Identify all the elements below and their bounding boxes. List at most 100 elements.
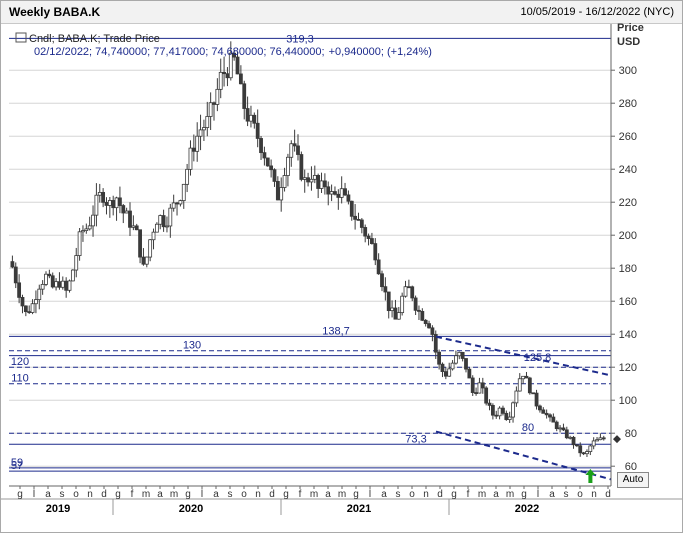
y-tick-label: 60 — [625, 461, 637, 473]
candle-body — [255, 122, 260, 139]
price-level-label: 80 — [522, 422, 534, 434]
candle-body — [561, 427, 566, 431]
year-label: 2019 — [46, 503, 70, 515]
candle-body — [188, 147, 193, 170]
candle-body — [124, 210, 129, 214]
candle-body — [339, 188, 344, 198]
candle-body — [161, 215, 166, 228]
candle-body — [420, 310, 425, 321]
legend-series: Cndl; BABA.K; Trade Price — [29, 33, 160, 45]
candle-body — [77, 231, 82, 256]
candle-body — [185, 168, 190, 185]
candle-body — [437, 351, 442, 365]
candle-body — [195, 135, 200, 152]
candle-body — [363, 227, 368, 237]
candle-body — [208, 102, 213, 117]
candle-body — [238, 73, 243, 85]
month-label: m — [310, 489, 318, 500]
y-tick-label: 160 — [619, 296, 637, 308]
candle-body — [141, 256, 146, 265]
candle-body — [457, 351, 462, 357]
month-label: g — [521, 489, 527, 500]
candle-body — [541, 409, 546, 414]
candle-body — [151, 231, 156, 241]
candle-body — [104, 201, 109, 206]
candle-body — [289, 143, 294, 158]
month-label: d — [437, 489, 443, 500]
candle-body — [443, 371, 448, 377]
month-label: o — [409, 489, 415, 500]
month-label: a — [213, 489, 219, 500]
price-level-label: 120 — [11, 356, 29, 368]
month-label: o — [73, 489, 79, 500]
candle-body — [484, 387, 489, 404]
candle-body — [228, 52, 233, 79]
candle-body — [225, 73, 230, 79]
candle-body — [470, 377, 475, 393]
candle-body — [87, 225, 92, 230]
month-label: m — [506, 489, 514, 500]
y-tick-label: 300 — [619, 65, 637, 77]
candles — [10, 41, 606, 457]
candle-body — [118, 197, 122, 206]
y-tick-label: 140 — [619, 329, 637, 341]
candle-body — [571, 436, 576, 446]
month-label: d — [101, 489, 107, 500]
candle-body — [595, 439, 599, 442]
candle-body — [467, 368, 472, 379]
candle-body — [131, 225, 136, 228]
y-tick-label: 220 — [619, 197, 637, 209]
candle-body — [232, 52, 237, 58]
month-label: s — [228, 489, 233, 500]
candle-body — [558, 427, 562, 430]
candle-body — [501, 407, 505, 414]
candle-body — [544, 412, 549, 416]
candle-body — [175, 202, 179, 205]
candle-body — [574, 444, 579, 447]
candle-body — [54, 281, 58, 288]
candle-body — [198, 129, 203, 137]
candle-body — [17, 282, 22, 298]
candle-body — [433, 334, 438, 353]
candle-body — [326, 186, 331, 195]
candle-body — [212, 102, 216, 105]
candle-body — [202, 127, 206, 131]
candle-body — [23, 305, 28, 313]
legend-change: +0,940000; (+1,24%) — [329, 46, 432, 58]
candle-body — [205, 116, 210, 128]
candle-body — [44, 273, 48, 285]
candle-body — [548, 414, 552, 418]
month-label: m — [142, 489, 150, 500]
candle-body — [370, 238, 374, 244]
candle-body — [490, 404, 495, 416]
candle-body — [464, 358, 468, 370]
candle-body — [40, 283, 45, 290]
month-label: l — [201, 489, 203, 500]
candle-body — [286, 156, 290, 176]
candle-body — [554, 421, 559, 430]
candle-body — [329, 191, 334, 195]
candle-body — [531, 392, 536, 395]
candle-body — [148, 239, 153, 258]
candle-body — [67, 280, 72, 291]
month-label: a — [157, 489, 163, 500]
candle-body — [333, 191, 337, 195]
year-label: 2020 — [179, 503, 203, 515]
month-label: g — [451, 489, 457, 500]
candle-body — [601, 437, 606, 440]
candle-body — [494, 414, 499, 417]
candle-body — [299, 154, 304, 180]
month-label: m — [170, 489, 178, 500]
month-label: n — [87, 489, 93, 500]
trendline-label: 125,8 — [524, 352, 552, 364]
candle-body — [235, 56, 240, 75]
month-label: m — [478, 489, 486, 500]
month-label: l — [537, 489, 539, 500]
candle-body — [447, 368, 452, 377]
candle-body — [474, 392, 478, 394]
candle-body — [383, 286, 388, 293]
auto-scale-button[interactable]: Auto — [617, 472, 649, 488]
candle-body — [406, 286, 411, 289]
